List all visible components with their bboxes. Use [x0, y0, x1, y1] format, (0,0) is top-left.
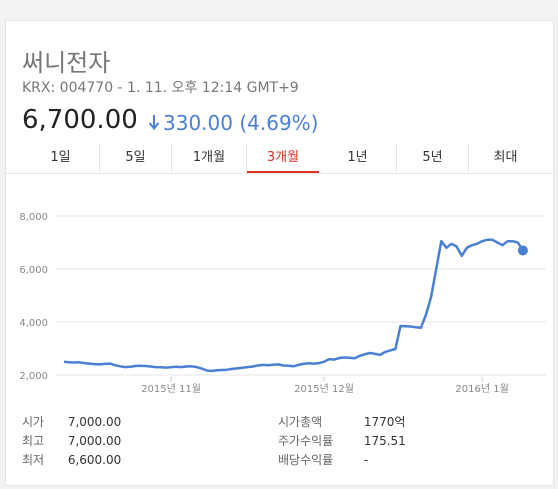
y-tick-label: 4,000	[19, 318, 48, 329]
stat-value: 175.51	[363, 434, 406, 448]
price-line	[63, 238, 524, 373]
stock-price: 6,700.00	[22, 105, 138, 135]
stat-value: 6,600.00	[67, 453, 122, 467]
stat-value: 1770억	[363, 415, 406, 429]
stat-label: 배당수익률	[278, 453, 334, 467]
price-change: 330.00 (4.69%)	[148, 111, 318, 135]
tab-3m[interactable]: 3개월	[247, 143, 319, 173]
stat-low: 최저 6,600.00	[22, 451, 121, 469]
tab-label: 3개월	[266, 150, 300, 165]
tab-1d[interactable]: 1일	[22, 143, 100, 173]
tab-label: 1개월	[192, 150, 226, 165]
last-price-point	[517, 245, 528, 256]
stat-label: 주가수익률	[278, 434, 334, 448]
range-tabs: 1일 5일 1개월 3개월 1년 5년 최대	[22, 143, 542, 173]
tab-label: 1년	[347, 150, 368, 165]
stock-card: 써니전자 KRX: 004770 - 1. 11. 오후 12:14 GMT+9…	[5, 20, 554, 486]
tab-1m[interactable]: 1개월	[172, 143, 247, 173]
chart-series	[63, 238, 528, 373]
tab-5y[interactable]: 5년	[397, 143, 469, 173]
stat-value: 7,000.00	[67, 415, 122, 429]
stat-value: 7,000.00	[67, 434, 122, 448]
stat-pe-ratio: 주가수익률 175.51	[278, 432, 406, 450]
y-axis-labels: 8,000 6,000 4,000 2,000	[19, 212, 48, 382]
stat-label: 최고	[22, 434, 45, 448]
tab-1y[interactable]: 1년	[319, 143, 397, 173]
tabs-divider	[6, 173, 553, 174]
tab-max[interactable]: 최대	[469, 143, 542, 173]
tab-label: 5년	[422, 150, 443, 165]
tab-label: 5일	[125, 150, 146, 165]
tab-label: 1일	[50, 150, 71, 165]
price-change-value: 330.00 (4.69%)	[163, 111, 319, 135]
x-axis-labels: 2015년 11월 2015년 12월 2016년 1월	[141, 383, 509, 395]
x-tick-label: 2015년 12월	[294, 383, 354, 395]
stat-label: 최저	[22, 453, 45, 467]
stock-meta: KRX: 004770 - 1. 11. 오후 12:14 GMT+9	[22, 80, 299, 96]
y-tick-label: 8,000	[19, 212, 48, 223]
stat-dividend-yield: 배당수익률 -	[278, 451, 368, 469]
y-tick-label: 2,000	[19, 371, 48, 382]
stat-high: 최고 7,000.00	[22, 432, 121, 450]
stat-open: 시가 7,000.00	[22, 413, 121, 431]
tab-5d[interactable]: 5일	[100, 143, 172, 173]
chart-grid	[56, 215, 546, 382]
x-tick-label: 2015년 11월	[141, 383, 201, 395]
y-tick-label: 6,000	[19, 265, 48, 276]
tab-label: 최대	[493, 150, 518, 165]
x-tick-label: 2016년 1월	[455, 383, 508, 395]
stat-label: 시가총액	[278, 415, 323, 429]
stat-value: -	[363, 453, 369, 467]
arrow-down-icon	[148, 115, 160, 131]
stat-label: 시가	[22, 415, 45, 429]
stat-market-cap: 시가총액 1770억	[278, 413, 405, 431]
stock-name: 써니전자	[22, 49, 111, 77]
